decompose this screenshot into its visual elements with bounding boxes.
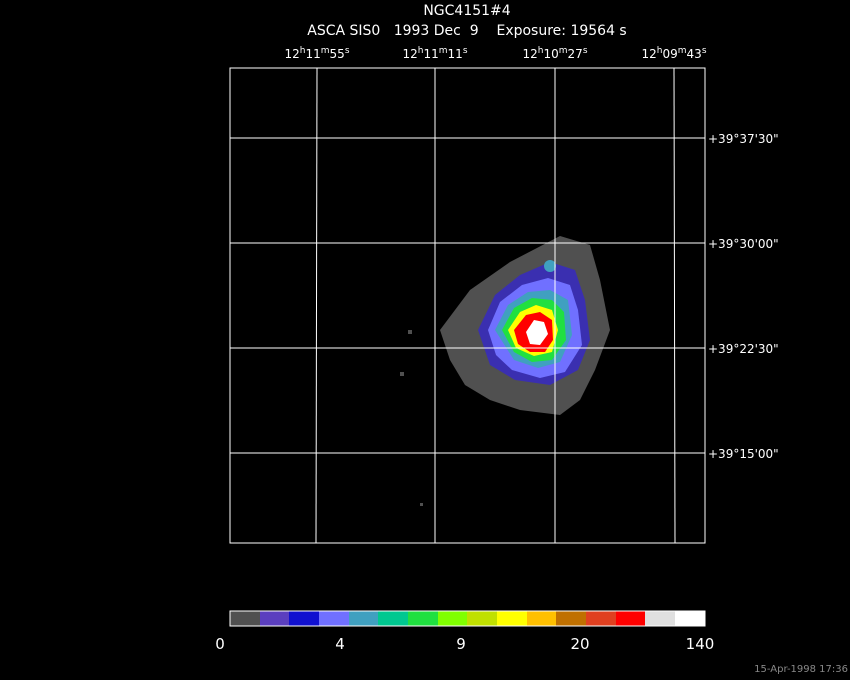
- colorbar-label: 0: [215, 635, 225, 653]
- dec-label: +39°22'30": [708, 342, 779, 356]
- ra-value: 12: [641, 47, 656, 61]
- colorbar-label: 9: [456, 635, 466, 653]
- ra-value: 11: [423, 47, 438, 61]
- ra-value: 11: [305, 47, 320, 61]
- ra-unit: s: [463, 46, 468, 56]
- timestamp: 15-Apr-1998 17:36: [754, 664, 848, 675]
- ra-value: 43: [687, 47, 702, 61]
- ra-label: 12h10m27s: [522, 46, 587, 61]
- ra-unit: s: [583, 46, 588, 56]
- ra-value: 12: [522, 47, 537, 61]
- ra-label: 12h09m43s: [641, 46, 706, 61]
- colorbar: [229, 610, 706, 627]
- ra-value: 55: [330, 47, 345, 61]
- ra-unit: m: [559, 46, 568, 56]
- ra-unit: h: [657, 46, 663, 56]
- dec-label: +39°15'00": [708, 447, 779, 461]
- ra-label: 12h11m55s: [284, 46, 349, 61]
- colorbar-label: 4: [335, 635, 345, 653]
- ra-unit: m: [439, 46, 448, 56]
- ra-label: 12h11m11s: [402, 46, 467, 61]
- coordinate-grid: [229, 67, 706, 544]
- subtitle: ASCA SIS0 1993 Dec 9 Exposure: 19564 s: [307, 23, 626, 39]
- ra-unit: h: [418, 46, 424, 56]
- ra-unit: s: [702, 46, 707, 56]
- ra-value: 12: [284, 47, 299, 61]
- ra-value: 11: [448, 47, 463, 61]
- ra-unit: h: [300, 46, 306, 56]
- ra-unit: h: [538, 46, 544, 56]
- ra-unit: m: [321, 46, 330, 56]
- title: NGC4151#4: [423, 3, 510, 19]
- dec-label: +39°30'00": [708, 237, 779, 251]
- colorbar-label: 140: [686, 635, 715, 653]
- ra-value: 09: [662, 47, 677, 61]
- ra-value: 12: [402, 47, 417, 61]
- colorbar-label: 20: [570, 635, 589, 653]
- xray-image: [400, 236, 610, 506]
- ra-value: 10: [543, 47, 558, 61]
- dec-label: +39°37'30": [708, 132, 779, 146]
- ra-unit: m: [678, 46, 687, 56]
- ra-value: 27: [568, 47, 583, 61]
- ra-unit: s: [345, 46, 350, 56]
